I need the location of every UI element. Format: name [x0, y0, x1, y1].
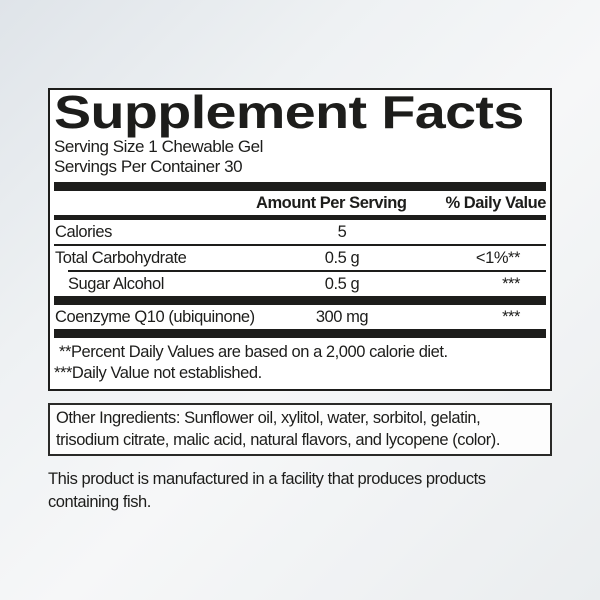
disclaimer-line: This product is manufactured in a facili… [48, 470, 486, 488]
allergen-disclaimer: This product is manufactured in a facili… [48, 468, 558, 514]
supplement-facts-panel: Supplement Facts Serving Size 1 Chewable… [48, 88, 552, 391]
nutrient-name: Calories [55, 223, 112, 241]
nutrient-daily-value: *** [502, 275, 520, 293]
column-header-daily-value: % Daily Value [445, 194, 546, 212]
divider-thick [54, 296, 546, 305]
footnote-daily-values: **Percent Daily Values are based on a 2,… [59, 343, 448, 361]
nutrient-name: Total Carbohydrate [55, 249, 187, 267]
table-row-coenzyme-q10: Coenzyme Q10 (ubiquinone) 300 mg *** [54, 305, 546, 329]
serving-size: Serving Size 1 Chewable Gel [54, 137, 263, 156]
table-row-sugar-alcohol: Sugar Alcohol 0.5 g *** [54, 272, 546, 296]
nutrient-amount: 300 mg [315, 308, 369, 326]
column-header-amount-per-serving: Amount Per Serving [256, 194, 407, 212]
nutrient-amount: 0.5 g [324, 249, 360, 267]
divider-thin-indented [68, 270, 546, 272]
footnotes: **Percent Daily Values are based on a 2,… [54, 342, 546, 384]
table-header-row: Amount Per Serving % Daily Value [54, 191, 546, 215]
serving-info: Serving Size 1 Chewable Gel Servings Per… [54, 137, 546, 177]
divider-thick [54, 182, 546, 191]
nutrient-name: Coenzyme Q10 (ubiquinone) [55, 308, 255, 326]
servings-per-container: Servings Per Container 30 [54, 157, 243, 176]
table-row-calories: Calories 5 [54, 220, 546, 244]
table-row-total-carbohydrate: Total Carbohydrate 0.5 g <1%** [54, 246, 546, 270]
nutrient-daily-value: <1%** [475, 249, 521, 267]
panel-title: Supplement Facts [54, 86, 524, 138]
divider-medium [54, 215, 546, 220]
footnote-not-established: ***Daily Value not established. [54, 364, 262, 382]
nutrient-daily-value: *** [502, 308, 520, 326]
nutrient-name: Sugar Alcohol [68, 275, 164, 293]
nutrient-amount: 5 [337, 223, 347, 241]
divider-thin [54, 244, 546, 246]
nutrient-amount: 0.5 g [324, 275, 360, 293]
other-ingredients-panel: Other Ingredients: Sunflower oil, xylito… [48, 403, 552, 456]
other-ingredients-line: trisodium citrate, malic acid, natural f… [56, 431, 500, 449]
disclaimer-line: containing fish. [48, 493, 151, 511]
divider-thick [54, 329, 546, 338]
other-ingredients-line: Other Ingredients: Sunflower oil, xylito… [56, 409, 481, 427]
